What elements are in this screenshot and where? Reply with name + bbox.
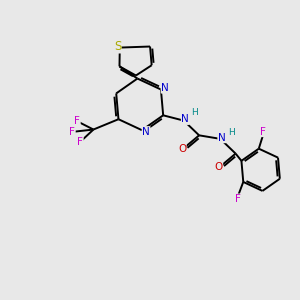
Text: N: N	[182, 114, 189, 124]
Text: O: O	[214, 162, 223, 172]
Text: F: F	[260, 127, 266, 136]
Text: F: F	[74, 116, 80, 126]
Text: F: F	[77, 137, 83, 147]
Text: S: S	[114, 40, 121, 53]
Text: N: N	[218, 133, 226, 143]
Text: O: O	[178, 144, 186, 154]
Text: H: H	[192, 109, 198, 118]
Text: F: F	[69, 127, 75, 137]
Text: N: N	[161, 83, 169, 93]
Text: H: H	[228, 128, 235, 137]
Text: N: N	[142, 127, 150, 136]
Text: F: F	[235, 194, 241, 204]
